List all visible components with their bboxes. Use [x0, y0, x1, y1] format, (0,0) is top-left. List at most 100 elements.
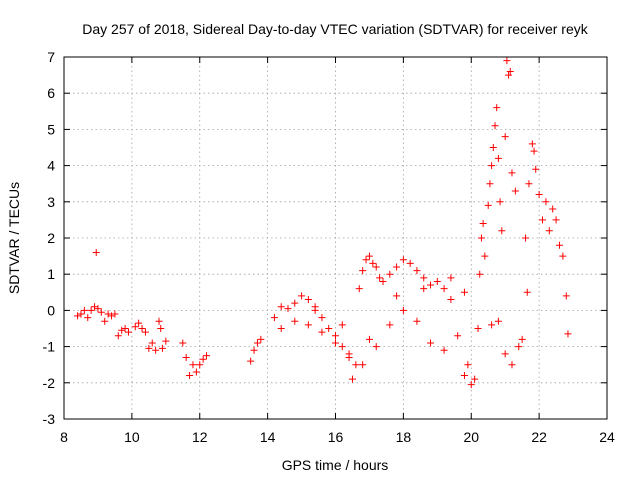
- data-point: [355, 285, 363, 293]
- data-point: [501, 350, 509, 358]
- data-point: [523, 288, 531, 296]
- y-tick-label: 6: [47, 85, 55, 101]
- data-point: [74, 312, 82, 320]
- data-point: [477, 234, 485, 242]
- data-point: [511, 187, 519, 195]
- data-point: [97, 308, 105, 316]
- data-point: [542, 198, 550, 206]
- x-tick-label: 20: [463, 429, 479, 445]
- data-point: [192, 368, 200, 376]
- data-point: [359, 267, 367, 275]
- data-point: [479, 220, 487, 228]
- data-point: [332, 332, 339, 340]
- data-point: [104, 310, 112, 318]
- data-point: [352, 361, 360, 369]
- data-point: [298, 292, 306, 300]
- data-point: [318, 314, 326, 322]
- data-point: [539, 216, 547, 224]
- data-point: [494, 154, 502, 162]
- data-point: [338, 343, 346, 351]
- data-point: [420, 285, 428, 293]
- chart-title: Day 257 of 2018, Sidereal Day-to-day VTE…: [82, 21, 588, 37]
- plot-frame: [63, 56, 608, 420]
- y-tick-label: -3: [43, 411, 56, 427]
- data-point: [559, 252, 567, 260]
- data-point: [496, 198, 504, 206]
- data-point: [345, 350, 353, 358]
- data-point: [138, 325, 146, 332]
- data-point: [501, 133, 509, 141]
- data-point: [549, 205, 557, 213]
- data-point: [399, 256, 407, 264]
- data-point: [525, 180, 533, 188]
- data-point: [277, 303, 285, 311]
- data-point: [372, 343, 380, 351]
- data-point: [564, 330, 572, 338]
- data-point: [250, 346, 258, 354]
- data-point: [494, 317, 502, 325]
- data-point: [413, 317, 421, 325]
- data-point: [474, 325, 482, 332]
- data-point: [84, 314, 92, 322]
- data-point: [369, 259, 377, 267]
- data-point: [476, 270, 484, 278]
- y-tick-label: -2: [43, 375, 56, 391]
- data-point: [488, 162, 496, 170]
- data-point: [420, 274, 428, 282]
- data-point: [491, 122, 499, 130]
- data-point: [247, 357, 255, 365]
- data-point: [562, 292, 570, 300]
- data-point: [427, 281, 435, 289]
- data-point: [124, 328, 132, 336]
- data-point: [399, 306, 407, 314]
- grid: [64, 57, 607, 419]
- data-point: [372, 263, 380, 271]
- x-tick-label: 10: [124, 429, 140, 445]
- data-point: [486, 180, 494, 188]
- data-point: [440, 285, 448, 293]
- data-point: [152, 346, 160, 354]
- y-axis-label: SDTVAR / TECUs: [6, 182, 22, 294]
- data-points: [74, 57, 572, 389]
- data-point: [488, 321, 496, 329]
- data-point: [108, 312, 116, 320]
- data-point: [518, 335, 526, 343]
- data-point: [365, 252, 373, 260]
- data-point: [145, 344, 153, 352]
- data-point: [131, 323, 139, 331]
- x-tick-label: 14: [260, 429, 276, 445]
- data-point: [376, 274, 384, 282]
- data-point: [196, 361, 204, 369]
- data-point: [311, 303, 319, 311]
- x-tick-label: 24: [599, 429, 615, 445]
- data-point: [186, 372, 194, 380]
- y-tick-label: 7: [47, 49, 55, 65]
- data-point: [365, 335, 373, 343]
- x-tick-label: 8: [60, 429, 68, 445]
- data-point: [522, 234, 530, 242]
- data-point: [433, 277, 441, 285]
- y-tick-label: -1: [43, 339, 56, 355]
- data-point: [379, 277, 387, 285]
- data-point: [155, 317, 163, 325]
- data-point: [101, 317, 109, 325]
- data-point: [203, 352, 211, 360]
- data-point: [498, 227, 506, 235]
- data-point: [427, 339, 435, 347]
- data-point: [454, 332, 462, 340]
- data-point: [135, 319, 143, 327]
- data-point: [359, 361, 367, 369]
- data-point: [111, 310, 119, 318]
- y-tick-label: 3: [47, 194, 55, 210]
- data-point: [552, 216, 560, 224]
- data-point: [270, 314, 278, 322]
- data-point: [460, 288, 468, 296]
- data-point: [467, 381, 475, 389]
- data-point: [162, 337, 170, 345]
- data-point: [489, 144, 497, 151]
- data-point: [386, 321, 394, 329]
- data-point: [325, 325, 333, 332]
- data-point: [447, 296, 455, 304]
- data-point: [199, 355, 207, 363]
